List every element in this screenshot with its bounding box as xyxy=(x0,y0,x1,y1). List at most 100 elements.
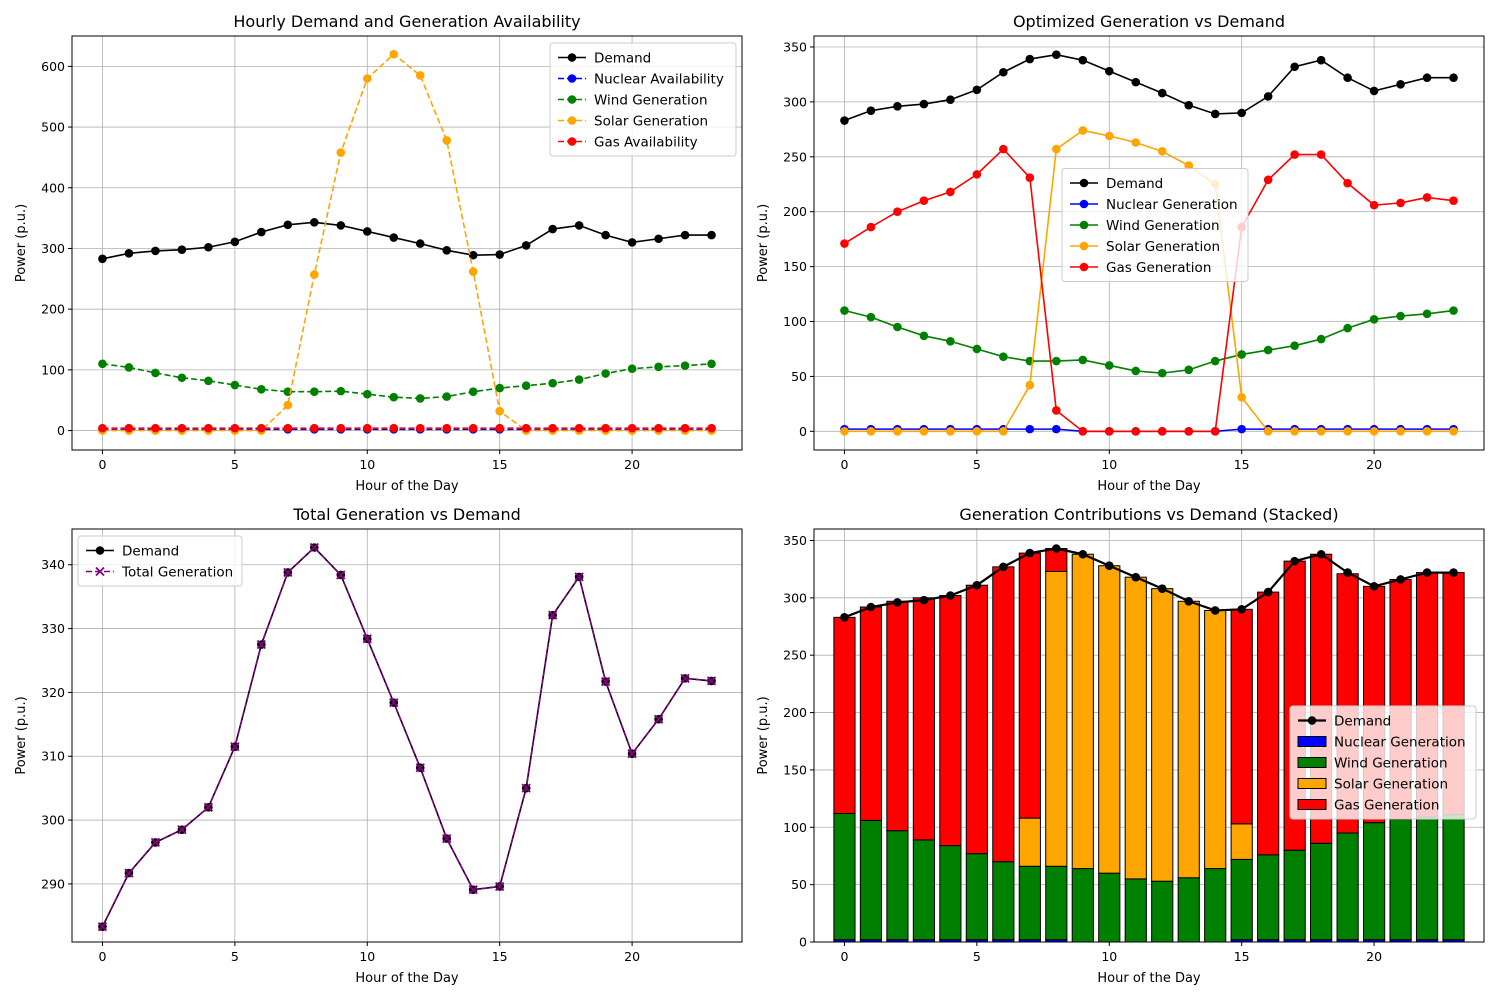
data-point-total-generation xyxy=(256,639,266,650)
data-point-total-generation xyxy=(389,697,399,708)
data-point-demand xyxy=(98,254,107,264)
data-point-wind-generation xyxy=(257,384,266,394)
legend-marker xyxy=(95,546,105,555)
bar-solar-generation xyxy=(1045,570,1068,867)
data-point-wind-generation xyxy=(1237,350,1246,359)
data-point-total-generation xyxy=(680,673,690,684)
data-point-total-generation xyxy=(124,868,134,878)
bar-wind-generation xyxy=(859,819,883,941)
legend-marker xyxy=(1079,262,1089,272)
bar-solar-generation xyxy=(1177,600,1200,879)
data-point-wind-generation xyxy=(1184,365,1194,375)
y-tick-label: 320 xyxy=(41,685,65,700)
bar-gas-generation xyxy=(1018,552,1041,819)
data-point-wind-generation xyxy=(98,359,107,369)
data-point-solar-generation xyxy=(1316,427,1326,436)
data-point-solar-generation xyxy=(468,267,478,276)
bar-wind-generation xyxy=(1230,858,1253,941)
bar-solar-generation xyxy=(1151,588,1174,882)
legend: Demand Total Generation xyxy=(77,535,243,587)
data-point-wind-generation xyxy=(1157,368,1167,378)
data-point-wind-generation xyxy=(601,369,610,378)
data-point-solar-generation xyxy=(1025,380,1035,390)
data-point-wind-generation xyxy=(468,387,478,397)
bar-solar-generation xyxy=(1124,576,1147,880)
data-point-solar-generation xyxy=(840,427,849,436)
series-line-gas-generation xyxy=(844,147,1454,433)
y-tick-label: 50 xyxy=(791,877,807,892)
data-point-wind-generation xyxy=(124,363,134,372)
data-point-wind-generation xyxy=(415,394,425,403)
bar-solar-generation xyxy=(1018,817,1041,867)
bar-gas-generation xyxy=(833,616,856,815)
data-point-demand xyxy=(362,227,372,236)
y-tick-label: 310 xyxy=(41,749,65,764)
legend-label: Demand xyxy=(1106,176,1163,192)
data-point-demand xyxy=(230,237,240,247)
data-point-gas-generation xyxy=(893,207,902,217)
axes-frame xyxy=(71,35,743,451)
data-point-gas-availability xyxy=(230,423,240,433)
data-point-wind-generation xyxy=(680,361,690,370)
bar-wind-generation xyxy=(1151,880,1174,942)
demand-point xyxy=(866,602,876,612)
chart-title: Generation Contributions vs Demand (Stac… xyxy=(959,505,1338,524)
x-axis-label: Hour of the Day xyxy=(1097,479,1201,494)
demand-point xyxy=(1131,572,1141,582)
data-point-gas-availability xyxy=(521,423,531,433)
chart-title: Total Generation vs Demand xyxy=(292,505,521,524)
series-line-total-generation xyxy=(101,546,712,928)
data-point-demand xyxy=(893,101,902,111)
demand-point xyxy=(1157,584,1167,593)
bar-wind-generation xyxy=(1071,868,1094,942)
data-point-gas-generation xyxy=(1422,193,1432,202)
x-tick-label: 5 xyxy=(973,457,981,472)
bar-wind-generation xyxy=(1124,878,1147,942)
data-point-gas-availability xyxy=(468,423,478,433)
data-point-solar-generation xyxy=(893,427,902,436)
bar-gas-generation xyxy=(859,606,883,821)
legend-marker xyxy=(95,566,105,577)
data-point-gas-generation xyxy=(1263,175,1273,185)
legend-marker xyxy=(1079,241,1089,251)
data-point-gas-generation xyxy=(972,170,982,179)
data-point-wind-generation xyxy=(1422,309,1432,319)
data-point-gas-availability xyxy=(124,423,134,433)
data-point-gas-availability xyxy=(98,423,107,433)
data-point-total-generation xyxy=(362,634,372,644)
bar-wind-generation xyxy=(912,839,935,941)
data-point-demand xyxy=(1290,62,1299,72)
data-point-gas-availability xyxy=(680,423,690,433)
data-point-gas-availability xyxy=(389,423,399,433)
data-point-solar-generation xyxy=(1396,427,1405,436)
data-point-demand xyxy=(601,230,610,240)
y-tick-label: 350 xyxy=(783,39,807,54)
data-point-wind-generation xyxy=(1316,334,1326,344)
data-point-gas-availability xyxy=(548,423,557,433)
legend-label: Wind Generation xyxy=(1334,756,1448,772)
y-tick-label: 350 xyxy=(783,533,807,548)
data-point-total-generation xyxy=(548,610,558,620)
x-axis-label: Hour of the Day xyxy=(355,479,459,494)
data-point-gas-availability xyxy=(151,423,160,433)
data-point-wind-generation xyxy=(310,387,319,397)
bar-wind-generation xyxy=(1415,816,1439,941)
demand-point xyxy=(1263,587,1273,597)
bar-gas-generation xyxy=(912,597,935,841)
x-tick-label: 0 xyxy=(98,457,106,472)
legend-marker xyxy=(567,116,577,125)
demand-line xyxy=(844,547,1454,619)
y-tick-label: 50 xyxy=(791,369,807,384)
data-point-total-generation xyxy=(653,714,664,724)
y-tick-label: 0 xyxy=(799,424,807,439)
data-point-wind-generation xyxy=(389,392,399,402)
data-point-wind-generation xyxy=(1131,366,1141,376)
data-point-demand xyxy=(1343,73,1352,83)
x-tick-label: 5 xyxy=(231,457,239,472)
y-tick-label: 250 xyxy=(783,648,807,663)
data-point-wind-generation xyxy=(1290,341,1299,350)
data-point-gas-generation xyxy=(1184,427,1194,436)
y-axis-label: Power (p.u.) xyxy=(756,204,771,282)
